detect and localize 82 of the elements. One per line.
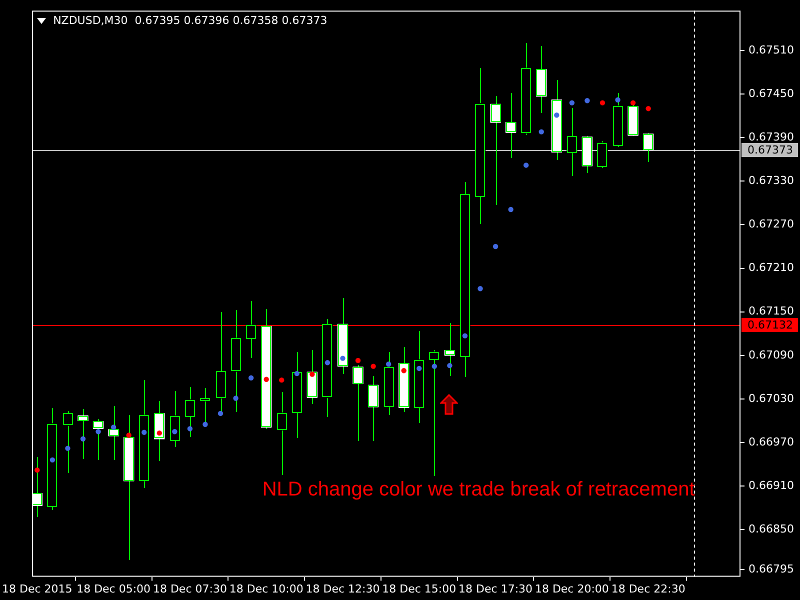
y-tick-label: 0.66910 — [748, 478, 794, 492]
candlestick — [505, 92, 516, 158]
ref-line-label: 0.67373 — [748, 143, 794, 156]
point — [508, 206, 514, 212]
point — [187, 426, 193, 432]
point — [202, 422, 208, 427]
point — [523, 162, 529, 168]
point — [401, 368, 406, 374]
x-tick-label: 18 Dec 07:30 — [152, 582, 227, 596]
point — [218, 410, 224, 416]
x-tick-label: 18 Dec 05:00 — [76, 582, 151, 596]
point — [416, 366, 422, 372]
y-tick-label: 0.67090 — [748, 348, 794, 362]
candlestick — [276, 392, 287, 476]
x-tick-label: 18 Dec 15:00 — [382, 582, 456, 596]
point — [630, 100, 636, 106]
point — [279, 377, 284, 383]
candlestick — [78, 408, 88, 460]
point — [447, 362, 452, 368]
point — [80, 436, 86, 442]
point — [110, 424, 116, 430]
point — [462, 333, 468, 338]
candlestick — [566, 108, 578, 176]
candlestick — [352, 364, 364, 442]
y-tick-label: 0.66795 — [748, 562, 794, 576]
point — [355, 358, 361, 364]
y-tick-label: 0.67450 — [748, 86, 794, 100]
point — [65, 446, 70, 451]
point — [492, 244, 498, 250]
point — [233, 396, 238, 401]
point — [126, 432, 132, 438]
ref-line-label: 0.67132 — [748, 318, 794, 332]
point — [340, 356, 346, 361]
point — [646, 106, 651, 112]
x-tick-label: 18 Dec 2015 — [2, 582, 72, 596]
y-tick-label: 0.66970 — [748, 435, 794, 448]
point — [172, 429, 178, 434]
y-tick-label: 0.67210 — [748, 261, 794, 274]
y-tick-label: 0.67510 — [748, 43, 794, 56]
chart-title: NZDUSD,M30 0.67395 0.67396 0.67358 0.67373 — [53, 14, 328, 28]
point — [554, 112, 560, 118]
candlestick — [429, 350, 440, 476]
y-tick-label: 0.67270 — [748, 218, 794, 231]
candlestick — [108, 406, 119, 460]
point — [538, 129, 544, 134]
point — [569, 100, 575, 106]
point — [600, 100, 606, 106]
point — [96, 429, 101, 434]
candlestick — [444, 322, 456, 376]
point — [370, 364, 376, 369]
point — [50, 457, 56, 463]
x-tick-label: 18 Dec 10:00 — [229, 582, 304, 596]
point — [264, 376, 269, 382]
y-tick-label: 0.67330 — [748, 174, 794, 188]
y-tick-label: 0.67390 — [748, 130, 794, 144]
point — [386, 362, 392, 367]
point — [584, 98, 590, 104]
point — [324, 360, 330, 366]
point — [142, 430, 147, 435]
point — [478, 286, 483, 292]
point — [156, 430, 162, 436]
candlestick — [92, 418, 104, 460]
x-tick-label: 18 Dec 20:00 — [534, 582, 609, 596]
point — [294, 370, 300, 376]
candlestick — [368, 376, 379, 442]
y-tick-label: 0.67030 — [748, 392, 794, 405]
candlestick — [184, 386, 196, 438]
point — [248, 375, 254, 381]
candlestick — [246, 300, 256, 358]
y-tick-label: 0.66850 — [748, 522, 794, 536]
candlestick — [490, 96, 501, 206]
point — [34, 467, 40, 473]
point — [615, 97, 620, 102]
y-tick-label: 0.67150 — [748, 304, 794, 318]
point — [310, 372, 315, 377]
x-tick-label: 18 Dec 12:30 — [306, 582, 380, 596]
x-tick-label: 18 Dec 17:30 — [458, 582, 533, 596]
candlestick — [62, 410, 74, 474]
candlestick — [643, 132, 654, 162]
point — [432, 364, 438, 369]
x-tick-label: 18 Dec 22:30 — [611, 582, 686, 596]
annotation: NLD change color we trade break of retracement — [262, 478, 696, 500]
